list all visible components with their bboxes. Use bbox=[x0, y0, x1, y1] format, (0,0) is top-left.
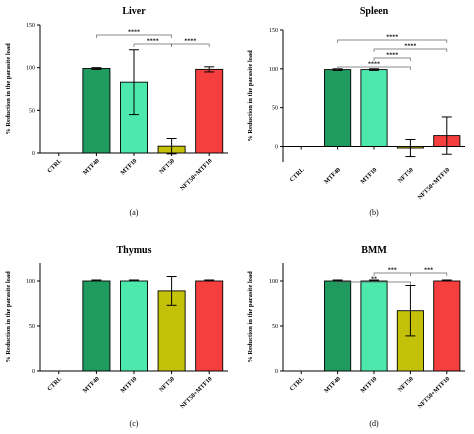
panel-spleen: Spleen % Reduction in the parasite load 0 5… bbox=[247, 6, 465, 217]
bar-mtf10 bbox=[120, 280, 148, 372]
panel-bmm: BMM % Reduction in the parasite load 0 50 10… bbox=[247, 245, 465, 428]
bar-nft50-mtf10 bbox=[195, 280, 224, 372]
y-axis-label: % Reduction in the parasite load bbox=[247, 50, 254, 142]
x-tick-label: NFT50+MTF10 bbox=[417, 166, 452, 201]
significance-label: **** bbox=[147, 39, 159, 45]
bar-mtf10 bbox=[360, 280, 388, 372]
bracket-line bbox=[373, 57, 411, 61]
bar-mtf40 bbox=[324, 280, 352, 372]
significance-bracket: *** bbox=[410, 268, 448, 276]
y-tick-label: 50 bbox=[272, 106, 278, 112]
chart-title: BMM bbox=[361, 245, 387, 256]
y-tick-label: 0 bbox=[275, 369, 278, 375]
chart-title: Liver bbox=[122, 6, 146, 17]
error-bar bbox=[129, 49, 139, 116]
panel-label: (a) bbox=[130, 208, 139, 217]
significance-bracket: ** bbox=[337, 277, 411, 285]
significance-bracket: **** bbox=[373, 44, 448, 52]
bar-mtf40 bbox=[82, 280, 111, 372]
panel-thymus: Thymus % Reduction in the parasite load 0 5… bbox=[5, 245, 228, 428]
x-tick-label: MTF40 bbox=[82, 157, 101, 176]
significance-bracket: **** bbox=[171, 39, 210, 47]
significance-bracket: **** bbox=[96, 30, 172, 38]
x-tick-label: NFT50 bbox=[158, 157, 176, 175]
significance-label: **** bbox=[386, 35, 398, 41]
y-tick-label: 150 bbox=[26, 23, 35, 29]
x-tick-label: CTRL bbox=[289, 166, 306, 183]
x-tick-label: NFT50+MTF10 bbox=[417, 375, 452, 410]
panel-liver: Liver % Reduction in the parasite load 0 50… bbox=[5, 6, 228, 217]
panel-label: (d) bbox=[369, 419, 379, 428]
y-axis-label: % Reduction in the parasite load bbox=[247, 271, 254, 363]
x-tick-label: MTF40 bbox=[323, 375, 342, 394]
bracket-line bbox=[96, 34, 172, 38]
bar-mtf40 bbox=[82, 68, 111, 154]
y-tick-label: 50 bbox=[29, 324, 35, 330]
significance-label: **** bbox=[128, 30, 140, 36]
bar-mtf40 bbox=[324, 69, 352, 147]
chart-title: Thymus bbox=[116, 245, 151, 256]
significance-bracket: *** bbox=[373, 268, 411, 276]
y-tick-label: 0 bbox=[32, 369, 35, 375]
y-tick-label: 100 bbox=[26, 279, 35, 285]
significance-label: **** bbox=[404, 44, 416, 50]
x-tick-label: NFT50+MTF10 bbox=[179, 375, 214, 410]
bar-nft50-mtf10 bbox=[195, 68, 224, 154]
bracket-line bbox=[337, 281, 411, 285]
x-tick-label: CTRL bbox=[46, 157, 63, 174]
significance-label: **** bbox=[386, 53, 398, 59]
significance-bracket: **** bbox=[133, 39, 172, 47]
x-tick-label: MTF40 bbox=[82, 375, 101, 394]
error-bar bbox=[369, 68, 379, 71]
y-tick-label: 100 bbox=[269, 67, 278, 73]
x-tick-label: MTF10 bbox=[119, 157, 138, 176]
significance-label: **** bbox=[184, 39, 196, 45]
significance-bracket: **** bbox=[373, 53, 411, 61]
bar-nft50-mtf10 bbox=[433, 280, 461, 372]
x-tick-label: NFT50 bbox=[397, 375, 415, 393]
x-tick-label: MTF40 bbox=[323, 166, 342, 185]
y-tick-label: 100 bbox=[269, 279, 278, 285]
bar-mtf10 bbox=[360, 69, 388, 147]
panel-label: (c) bbox=[130, 419, 139, 428]
significance-label: *** bbox=[388, 268, 397, 274]
bracket-line bbox=[373, 48, 448, 52]
bracket-line bbox=[171, 43, 210, 47]
x-tick-label: NFT50 bbox=[397, 166, 415, 184]
x-tick-label: MTF10 bbox=[359, 375, 378, 394]
bracket-line bbox=[410, 272, 448, 276]
y-tick-label: 0 bbox=[32, 151, 35, 157]
x-tick-label: CTRL bbox=[46, 375, 63, 392]
x-tick-label: CTRL bbox=[289, 375, 306, 392]
bracket-line bbox=[337, 66, 411, 70]
significance-bracket: **** bbox=[337, 35, 448, 43]
bracket-line bbox=[337, 39, 448, 43]
error-bar bbox=[91, 67, 102, 70]
y-axis-label: % Reduction in the parasite load bbox=[5, 271, 12, 363]
x-tick-label: NFT50 bbox=[158, 375, 176, 393]
y-tick-label: 50 bbox=[272, 324, 278, 330]
y-tick-label: 150 bbox=[269, 28, 278, 34]
x-tick-label: NFT50+MTF10 bbox=[179, 157, 214, 192]
panel-label: (b) bbox=[369, 208, 379, 217]
significance-label: ** bbox=[371, 277, 377, 283]
x-tick-label: MTF10 bbox=[359, 166, 378, 185]
significance-label: *** bbox=[424, 268, 433, 274]
y-axis-label: % Reduction in the parasite load bbox=[5, 43, 12, 135]
chart-title: Spleen bbox=[360, 6, 389, 17]
significance-bracket: **** bbox=[337, 62, 411, 70]
error-bar bbox=[166, 276, 177, 306]
y-tick-label: 100 bbox=[26, 66, 35, 72]
y-tick-label: 0 bbox=[275, 144, 278, 150]
error-bar bbox=[405, 285, 416, 337]
error-bar bbox=[204, 66, 215, 73]
significance-label: **** bbox=[368, 62, 380, 68]
x-tick-label: MTF10 bbox=[119, 375, 138, 394]
y-tick-label: 50 bbox=[29, 108, 35, 114]
